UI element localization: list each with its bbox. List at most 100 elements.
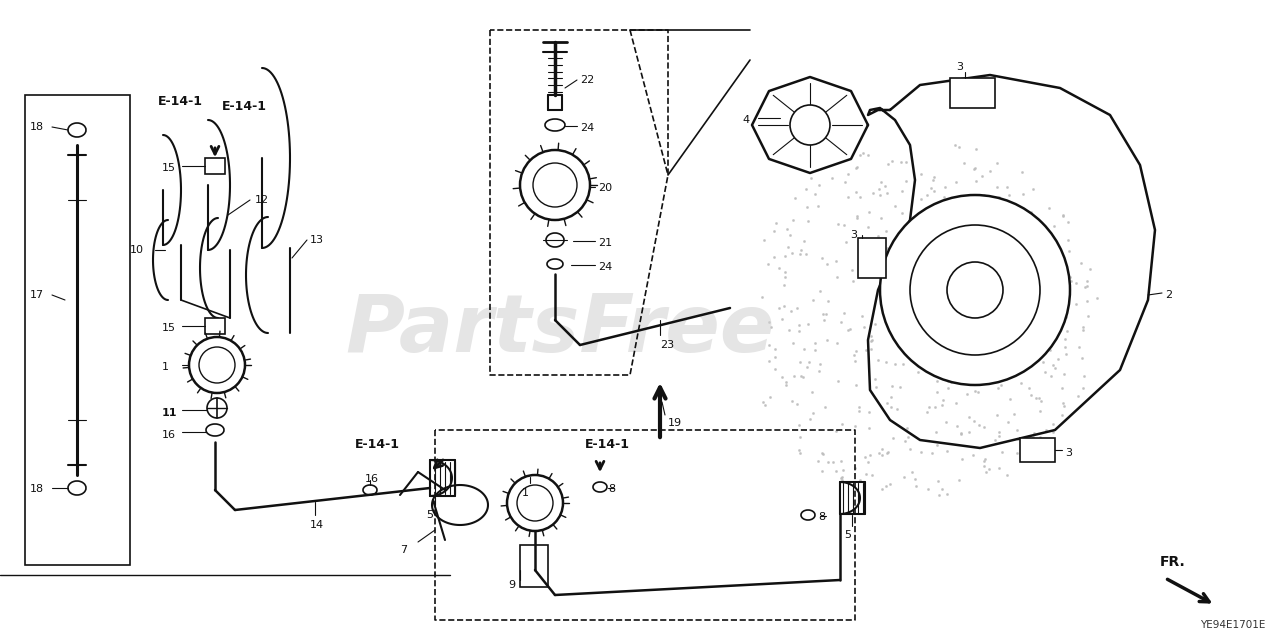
Point <box>1004 409 1024 419</box>
Point <box>777 241 797 252</box>
Point <box>877 243 897 253</box>
Point <box>1034 329 1055 339</box>
Point <box>861 470 882 480</box>
Point <box>846 346 867 356</box>
Point <box>873 287 893 298</box>
Point <box>923 175 943 185</box>
Point <box>828 219 849 229</box>
Point <box>858 222 878 232</box>
Point <box>868 231 888 241</box>
Point <box>785 193 805 204</box>
Bar <box>858 238 886 278</box>
Point <box>788 326 809 336</box>
Text: E-14-1: E-14-1 <box>355 438 399 451</box>
Point <box>1025 225 1046 236</box>
Point <box>865 259 886 269</box>
Text: 8: 8 <box>608 484 616 494</box>
Point <box>879 479 900 489</box>
Point <box>846 211 867 221</box>
Point <box>1009 313 1029 323</box>
Point <box>1012 168 1033 178</box>
Point <box>810 359 831 369</box>
Point <box>922 448 942 458</box>
Point <box>882 257 902 267</box>
Point <box>946 421 966 431</box>
Point <box>1074 371 1094 381</box>
Point <box>965 386 986 396</box>
Point <box>774 272 795 282</box>
Text: 18: 18 <box>29 484 44 494</box>
Point <box>925 428 946 438</box>
Point <box>959 427 979 437</box>
Point <box>800 413 820 424</box>
Point <box>780 230 800 240</box>
Point <box>938 224 959 234</box>
Point <box>872 450 892 460</box>
Point <box>943 334 964 344</box>
Point <box>972 171 992 181</box>
Point <box>991 380 1011 390</box>
Point <box>959 412 979 422</box>
Point <box>951 429 972 439</box>
Point <box>826 256 846 266</box>
Point <box>849 406 869 417</box>
Point <box>787 399 808 410</box>
Point <box>941 376 961 387</box>
Point <box>987 286 1007 296</box>
Point <box>896 175 916 186</box>
Point <box>989 431 1010 441</box>
Point <box>1009 323 1029 333</box>
Point <box>960 210 980 220</box>
Point <box>924 353 945 364</box>
Point <box>969 420 989 430</box>
Text: 5: 5 <box>845 530 851 540</box>
Point <box>774 251 795 261</box>
Circle shape <box>790 105 829 145</box>
Point <box>1034 367 1055 378</box>
Point <box>1038 249 1059 259</box>
Point <box>764 226 785 236</box>
Point <box>987 410 1007 420</box>
Point <box>1024 428 1044 438</box>
Point <box>911 168 932 179</box>
Point <box>790 431 810 442</box>
Point <box>987 158 1007 168</box>
Point <box>1069 391 1089 401</box>
Point <box>916 406 937 417</box>
Point <box>790 248 810 259</box>
Point <box>773 301 794 311</box>
Point <box>968 387 988 397</box>
Point <box>928 227 948 237</box>
Circle shape <box>910 225 1039 355</box>
Text: 11: 11 <box>163 408 178 418</box>
Point <box>840 324 860 334</box>
Point <box>932 400 952 410</box>
Point <box>783 338 804 348</box>
Point <box>945 140 965 150</box>
Point <box>997 281 1018 291</box>
Point <box>954 311 974 321</box>
Text: 19: 19 <box>668 418 682 428</box>
Point <box>975 454 996 465</box>
Point <box>933 396 954 406</box>
Point <box>937 446 957 456</box>
Point <box>909 273 929 284</box>
Point <box>918 359 938 369</box>
Point <box>794 236 814 246</box>
Point <box>759 339 780 349</box>
Point <box>1087 292 1107 303</box>
Point <box>974 456 995 466</box>
Text: 3: 3 <box>850 230 858 240</box>
Point <box>1004 273 1024 283</box>
Point <box>1048 253 1069 263</box>
Point <box>890 244 910 254</box>
Point <box>936 269 956 279</box>
Point <box>817 309 837 319</box>
Point <box>965 175 986 186</box>
Point <box>818 457 838 467</box>
Point <box>1055 369 1075 379</box>
Point <box>884 358 905 369</box>
Point <box>996 280 1016 290</box>
Point <box>881 392 901 403</box>
Point <box>812 253 832 263</box>
